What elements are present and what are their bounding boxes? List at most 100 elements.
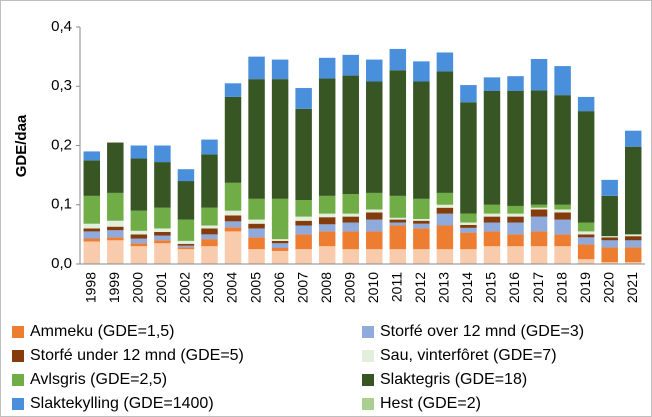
bar-segment [271,239,289,241]
bar-segment [507,213,524,217]
bar-segment [366,81,383,193]
bar-segment [530,204,548,208]
legend-label: Slaktekylling (GDE=1400) [30,395,214,412]
bar-segment [507,222,524,235]
bar-segment [413,228,430,250]
bar-segment [530,207,548,210]
bar-segment [107,240,124,264]
bar-segment [201,207,218,226]
bar-segment [271,250,289,264]
bar-segment [295,220,312,226]
x-tick-label: 2007 [294,272,310,303]
bar-segment [413,81,430,199]
bar-segment [154,207,171,229]
x-tick-label: 2004 [224,272,240,303]
bar-segment [248,56,265,80]
bar-segment [413,198,430,219]
bar-segment [83,241,101,264]
bar-segment [366,209,383,213]
bar-segment [154,162,171,208]
bar-segment [601,195,618,237]
bar-segment [366,231,383,250]
bar-segment [295,88,312,109]
bar-segment [366,192,383,210]
x-tick-label: 1998 [82,272,98,303]
bar-segment [248,219,265,224]
bar-segment [130,243,148,247]
bar-segment [83,223,101,229]
bar-segment [624,240,642,248]
bar-segment [177,249,195,264]
bar-segment [601,237,618,241]
bar-segment [177,240,195,244]
bar-segment [224,227,242,232]
bar-segment [366,59,383,82]
bar-segment [271,240,289,244]
bar-segment [460,222,477,225]
bar-segment [177,169,195,182]
x-tick-label: 2018 [553,272,569,303]
bar-segment [342,75,359,195]
bar-segment [483,77,501,91]
bar-segment [601,240,618,248]
bar-segment [318,57,336,79]
bar-segment [130,238,148,244]
bar-segment [577,231,595,235]
bar-segment [342,213,359,217]
bar-segment [530,58,548,91]
bar-segment [342,222,359,232]
bar-segment [366,249,383,264]
bar-segment [483,222,501,232]
bar-segment [554,234,571,247]
bar-segment [271,243,289,249]
x-tick-label: 2017 [530,272,546,303]
bar-segment [154,240,171,244]
bar-segment [624,262,642,264]
bar-segment [460,227,477,233]
legend-swatch [12,398,24,410]
bar-segment [224,231,242,264]
bar-segment [460,85,477,103]
bar-segment [436,52,454,72]
bar-segment [483,204,501,214]
bar-segment [248,223,265,229]
x-tick-label: 2015 [483,272,499,303]
bar-segment [413,249,430,264]
legend-label: Hest (GDE=2) [380,395,481,412]
bar-segment [224,83,242,97]
bar-segment [83,151,101,161]
legend-swatch [362,350,374,362]
bar-segment [601,179,618,196]
bar-segment [130,210,148,231]
x-tick-label: 2016 [506,272,522,303]
x-tick-label: 2021 [624,272,640,303]
bar-segment [83,160,101,196]
bar-segment [413,61,430,82]
bar-segment [177,181,195,220]
bar-segment [224,210,242,216]
bar-segment [177,243,195,246]
bar-segment [248,198,265,220]
bar-segment [507,246,524,264]
bar-segment [224,182,242,211]
bar-segment [318,217,336,225]
legend-swatch [362,374,374,386]
bar-segment [460,102,477,214]
bar-segment [83,195,101,224]
bar-segment [507,90,524,206]
bar-segment [201,246,218,264]
bar-segment [130,158,148,211]
legend-label: Storfé under 12 mnd (GDE=5) [30,347,244,364]
bar-segment [507,234,524,247]
bar-segment [436,225,454,250]
bar-segment [601,262,618,264]
legend-label: Sau, vinterfôret (GDE=7) [380,347,557,364]
bar-segment [154,243,171,264]
bar-segment [107,142,124,193]
x-tick-label: 2012 [412,272,428,303]
bar-segment [342,216,359,223]
bar-segment [342,231,359,250]
bar-segment [201,228,218,235]
x-tick-label: 2009 [341,272,357,303]
bar-segment [295,108,312,201]
